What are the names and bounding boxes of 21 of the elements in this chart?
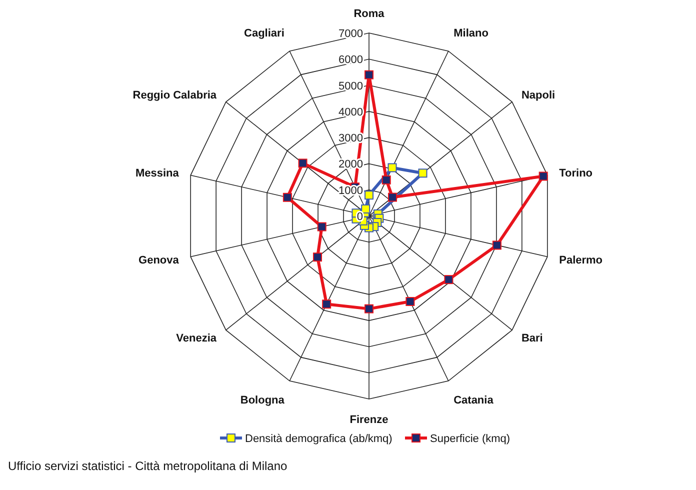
legend-label: Densità demografica (ab/kmq) [245, 433, 392, 445]
y-tick-label: 7000 [338, 28, 363, 40]
spoke-label: Venezia [176, 332, 218, 345]
spoke-label: Palermo [559, 254, 603, 266]
y-tick-label: 5000 [338, 80, 363, 92]
spoke-label: Milano [454, 27, 489, 40]
y-tick-label: 6000 [338, 54, 363, 66]
spoke-label: Messina [135, 168, 180, 180]
spoke-label: Napoli [521, 89, 556, 102]
spoke-label: Catania [454, 394, 494, 407]
spoke-label: Firenze [350, 414, 388, 426]
spoke-label: Bari [521, 332, 543, 345]
spoke-label: Reggio Calabria [132, 89, 218, 102]
legend-label: Superficie (kmq) [430, 433, 510, 445]
spoke-label: Genova [138, 254, 180, 266]
text: Ufficio servizi statistici - Città metropolitana di Milano [8, 459, 288, 473]
spoke-label: Torino [559, 168, 593, 180]
spoke-label: Roma [354, 8, 386, 20]
spoke-label: Cagliari [244, 27, 284, 40]
spoke-label: Bologna [240, 394, 286, 407]
y-tick-label: 4000 [338, 106, 363, 118]
